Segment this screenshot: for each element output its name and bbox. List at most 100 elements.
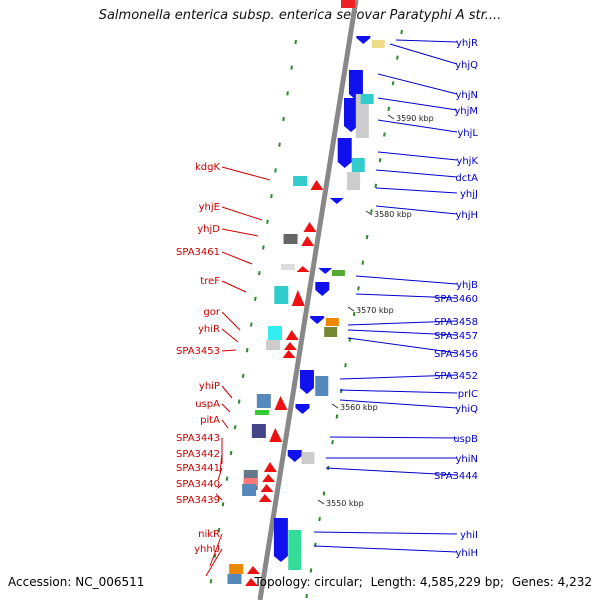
plus-gene-label: yhjB — [456, 280, 478, 291]
minus-gene-leader — [215, 493, 223, 501]
ruler-tick — [317, 499, 325, 505]
minus-gene-label: kdgK — [195, 162, 220, 173]
genome-backbone — [257, 0, 359, 600]
ruler-label: 3560 kbp — [340, 403, 378, 412]
minus-gene-leader — [205, 548, 223, 577]
minus-gene-label: yhjD — [197, 224, 220, 235]
minus-gene-leader — [217, 467, 223, 481]
ruler-tick — [331, 403, 339, 409]
minus-gene-arrow — [291, 290, 305, 306]
minus-gene-arrow — [244, 578, 258, 586]
minus-gene-leader — [221, 280, 247, 293]
minus-gene-box — [254, 410, 269, 415]
plus-gene-label: uspB — [453, 434, 478, 445]
plus-gene-arrow — [348, 70, 363, 100]
minus-gene-arrow — [269, 428, 283, 442]
plus-gene-box — [347, 172, 361, 190]
minus-gene-label: yhjE — [199, 202, 220, 213]
plus-gene-box — [315, 376, 329, 396]
minus-gene-label: SPA3442 — [176, 449, 220, 460]
minus-gene-arrow — [310, 180, 324, 190]
plus-gene-arrow — [273, 518, 288, 562]
plus-gene-arrow — [337, 138, 352, 168]
plus-gene-leader — [329, 436, 458, 439]
plus-gene-box — [324, 327, 338, 337]
plus-gene-leader — [375, 205, 458, 215]
accession-label: Accession: NC_006511 — [8, 575, 145, 589]
minus-gene-box — [266, 340, 281, 350]
minus-gene-box — [274, 286, 289, 304]
minus-gene-label: SPA3443 — [176, 433, 220, 444]
plus-gene-box — [371, 40, 385, 48]
plus-gene-leader — [377, 73, 458, 95]
minus-gene-label: SPA3453 — [176, 346, 220, 357]
minus-gene-leader — [221, 419, 229, 429]
minus-gene-leader — [209, 533, 223, 567]
minus-gene-leader — [221, 206, 263, 221]
plus-gene-leader — [347, 320, 458, 326]
minus-gene-label: nikR — [198, 529, 220, 540]
plus-gene-leader — [313, 545, 458, 553]
label-layer: yhjR yhjQ yhjN yhjM yhjL yhjK dctA yhjJ yhjH yhjB… — [176, 38, 478, 577]
minus-gene-leader — [221, 403, 231, 413]
plus-gene-label: SPA3456 — [434, 349, 478, 360]
map-title: Salmonella enterica subsp. enterica sero… — [98, 8, 502, 23]
plus-gene-leader — [375, 187, 458, 194]
minus-gene-box — [251, 424, 266, 438]
plus-gene-leader — [355, 293, 458, 299]
ruler-label: 3590 kbp — [396, 114, 434, 123]
minus-gene-arrow — [282, 350, 296, 358]
minus-gene-label: SPA3439 — [176, 495, 220, 506]
minus-gene-leader — [221, 311, 241, 331]
plus-gene-leader — [395, 39, 458, 43]
plus-gene-box — [301, 452, 315, 464]
plus-gene-arrow — [299, 370, 314, 394]
minus-gene-arrow — [258, 494, 272, 502]
minus-gene-arrow — [246, 566, 260, 574]
ruler-label: 3580 kbp — [374, 210, 412, 219]
ruler-tick — [365, 210, 373, 216]
plus-gene-label: SPA3444 — [434, 471, 478, 482]
minus-gene-leader — [219, 453, 223, 473]
ruler-label: 3550 kbp — [326, 499, 364, 508]
minus-gene-arrow — [296, 266, 310, 272]
plus-gene-leader — [339, 399, 458, 409]
plus-gene-label: dctA — [455, 173, 478, 184]
minus-gene-box — [283, 234, 298, 244]
minus-gene-label: yhiP — [199, 381, 220, 392]
minus-gene-label: SPA3441 — [176, 463, 220, 474]
backbone-layer — [257, 0, 359, 600]
backbone-top-marker — [341, 0, 355, 8]
minus-gene-box — [227, 574, 242, 584]
minus-gene-box — [268, 326, 283, 340]
plus-gene-label: SPA3457 — [434, 331, 478, 342]
minus-gene-arrow — [260, 484, 274, 492]
ruler-tick — [347, 306, 355, 312]
plus-gene-label: yhjL — [457, 128, 478, 139]
plus-gene-box — [360, 94, 374, 104]
outer-tick-ring — [305, 29, 403, 600]
plus-gene-box — [355, 94, 369, 138]
minus-gene-label: treF — [200, 276, 220, 287]
minus-gene-arrow — [274, 396, 288, 410]
plus-gene-leader — [339, 374, 458, 380]
minus-gene-label: uspA — [195, 399, 220, 410]
plus-gene-arrow — [287, 450, 302, 462]
genome-summary: Topology: circular; Length: 4,585,229 bp… — [250, 575, 592, 589]
plus-gene-arrow — [315, 282, 330, 296]
plus-gene-arrow — [343, 98, 358, 132]
minus-gene-leader — [221, 251, 253, 265]
minus-gene-leader — [221, 228, 259, 237]
plus-gene-label: yhiQ — [455, 404, 478, 415]
length-label: Length: 4,585,229 bp; — [370, 575, 505, 589]
plus-gene-leader — [313, 531, 458, 535]
plus-gene-box — [288, 530, 302, 570]
plus-gene-label: yhjH — [455, 210, 478, 221]
plus-gene-box — [325, 318, 339, 326]
plus-gene-label: yhjM — [454, 106, 478, 117]
minus-gene-arrow — [263, 462, 277, 472]
plus-gene-label: prlC — [458, 389, 478, 400]
minus-gene-leader — [221, 385, 233, 399]
plus-gene-arrow — [295, 404, 310, 414]
